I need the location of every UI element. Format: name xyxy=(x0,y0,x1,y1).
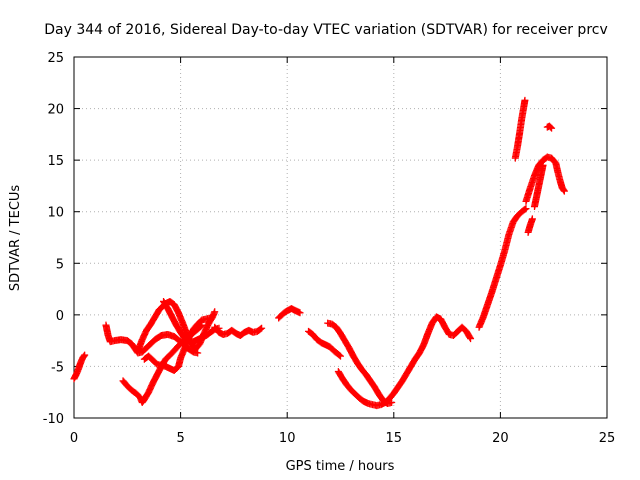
x-tick-label: 10 xyxy=(279,431,296,446)
plus-marker xyxy=(194,349,202,357)
plus-marker xyxy=(211,308,219,316)
plus-marker xyxy=(257,325,265,333)
x-tick-label: 25 xyxy=(599,431,616,446)
series-s7 xyxy=(211,323,266,339)
plus-marker xyxy=(528,215,536,223)
x-tick-label: 15 xyxy=(386,431,403,446)
plus-marker xyxy=(522,205,530,213)
plus-marker xyxy=(560,186,568,194)
x-tick-label: 20 xyxy=(492,431,509,446)
series-s15 xyxy=(524,215,536,236)
series-s1 xyxy=(70,351,89,383)
series-s17 xyxy=(531,161,547,211)
chart-title: Day 344 of 2016, Sidereal Day-to-day VTE… xyxy=(44,22,608,38)
plus-marker xyxy=(81,351,89,359)
y-axis-label: SDTVAR / TECUs xyxy=(8,185,23,292)
series-s8 xyxy=(275,305,304,322)
plus-marker xyxy=(258,324,266,332)
x-tick-label: 0 xyxy=(70,431,78,446)
series-s9 xyxy=(305,327,344,360)
y-tick-label: 5 xyxy=(56,257,64,272)
plus-marker xyxy=(335,351,343,359)
plus-marker xyxy=(206,314,214,322)
ticks: 0 5 10 15 20 25 -10 -5 0 5 10 15 20 25 xyxy=(43,51,616,446)
y-tick-label: -5 xyxy=(51,360,64,375)
series-s10 xyxy=(324,319,396,408)
plus-marker xyxy=(388,399,396,407)
plus-marker xyxy=(521,205,529,213)
plus-marker xyxy=(547,123,555,131)
plus-marker xyxy=(296,309,304,317)
plus-marker xyxy=(337,352,344,360)
data-marks xyxy=(70,96,568,410)
y-tick-label: 10 xyxy=(47,206,64,221)
plus-marker xyxy=(560,187,568,195)
series-s6 xyxy=(160,297,223,346)
plus-marker xyxy=(539,161,547,169)
y-tick-label: 25 xyxy=(47,51,64,66)
plus-marker xyxy=(467,335,475,343)
series-s13 xyxy=(511,96,529,162)
y-tick-label: 15 xyxy=(47,154,64,169)
plus-marker xyxy=(521,96,529,104)
plus-marker xyxy=(548,124,556,132)
series-s12 xyxy=(475,205,530,331)
plus-marker xyxy=(466,333,474,341)
x-tick-label: 5 xyxy=(176,431,184,446)
y-tick-label: -10 xyxy=(43,412,64,427)
x-axis-label: GPS time / hours xyxy=(286,459,395,474)
plot-frame xyxy=(73,56,608,419)
y-tick-label: 20 xyxy=(47,103,64,118)
series-s16 xyxy=(543,122,556,132)
plus-marker xyxy=(80,352,88,360)
series-s11 xyxy=(334,313,475,410)
y-tick-label: 0 xyxy=(56,309,64,324)
series-s14 xyxy=(522,153,568,205)
